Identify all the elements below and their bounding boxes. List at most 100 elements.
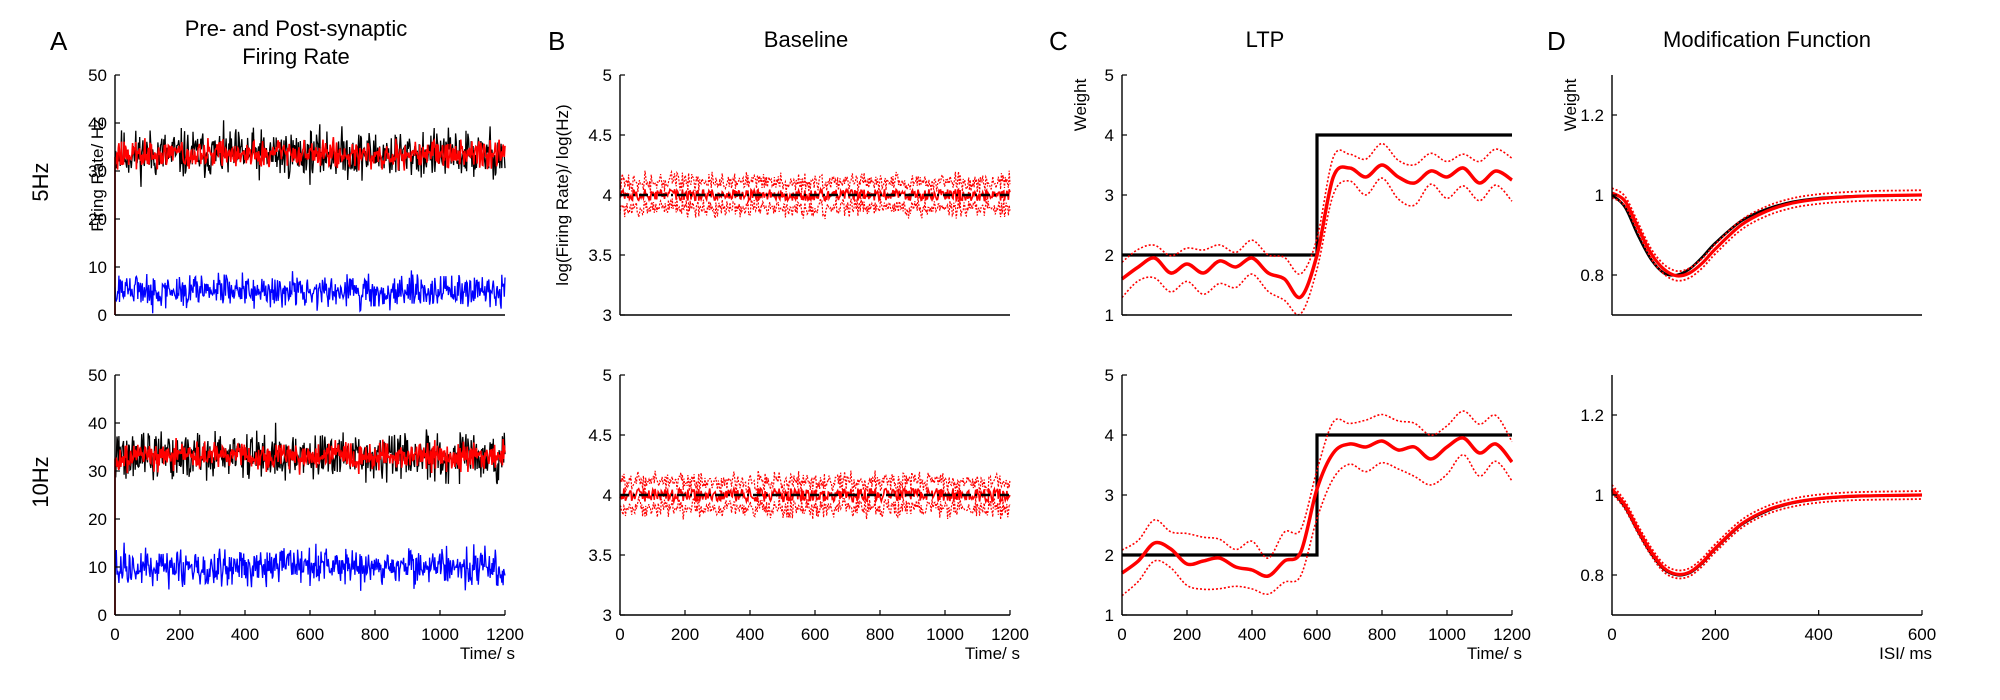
y-axis-label: log(Firing Rate)/ log(Hz) bbox=[553, 104, 572, 285]
panel-c-5hz: 1 2 3 4 5 Weight bbox=[1071, 66, 1513, 325]
y-tick-label: 1 bbox=[1595, 486, 1604, 505]
y-tick-label: 4 bbox=[603, 486, 612, 505]
panel-a-5hz: 0 10 20 30 40 50 Firing Rate/ Hz bbox=[88, 66, 506, 325]
panel-b-5hz: 3 3.5 4 4.5 5 log(Firing Rate)/ log(Hz) bbox=[553, 66, 1011, 325]
x-tick-label: 1200 bbox=[1493, 625, 1531, 644]
y-tick-label: 5 bbox=[1105, 66, 1114, 85]
y-tick-label: 1.2 bbox=[1580, 406, 1604, 425]
y-tick-label: 0 bbox=[98, 606, 107, 625]
x-tick-label: 1200 bbox=[991, 625, 1029, 644]
y-tick-label: 4 bbox=[1105, 126, 1114, 145]
y-tick-label: 20 bbox=[88, 210, 107, 229]
y-tick-label: 0.8 bbox=[1580, 566, 1604, 585]
series-mean-line bbox=[619, 186, 1011, 204]
y-tick-label: 1.2 bbox=[1580, 106, 1604, 125]
y-tick-label: 50 bbox=[88, 366, 107, 385]
panel-letter-a: A bbox=[50, 26, 68, 56]
series-lower-bound bbox=[619, 495, 1011, 520]
series-line-blue bbox=[114, 270, 506, 314]
series-upper-bound bbox=[1121, 410, 1513, 559]
y-axis-label: Firing Rate/ Hz bbox=[88, 118, 107, 231]
x-tick-label: 400 bbox=[1804, 625, 1832, 644]
y-tick-label: 4 bbox=[603, 186, 612, 205]
y-tick-label: 0.8 bbox=[1580, 266, 1604, 285]
y-tick-label: 3 bbox=[603, 606, 612, 625]
series-mean-line bbox=[1611, 487, 1923, 577]
y-tick-label: 40 bbox=[88, 114, 107, 133]
plot-area bbox=[1121, 410, 1513, 597]
series-mean-line bbox=[1121, 436, 1513, 578]
y-tick-label: 3 bbox=[603, 306, 612, 325]
series-line-blue bbox=[114, 542, 506, 591]
x-axis-label: Time/ s bbox=[1467, 644, 1522, 663]
y-tick-label: 30 bbox=[88, 462, 107, 481]
y-tick-label: 3 bbox=[1105, 186, 1114, 205]
y-tick-label: 3.5 bbox=[588, 246, 612, 265]
x-tick-label: 800 bbox=[866, 625, 894, 644]
x-tick-label: 400 bbox=[231, 625, 259, 644]
x-axis-label: Time/ s bbox=[460, 644, 515, 663]
plot-area bbox=[1121, 133, 1513, 316]
plot-area bbox=[1611, 484, 1923, 580]
x-tick-label: 0 bbox=[615, 625, 624, 644]
panel-title-b: Baseline bbox=[764, 27, 848, 52]
y-tick-label: 2 bbox=[1105, 246, 1114, 265]
series-line-red bbox=[114, 137, 506, 315]
series-line-red bbox=[114, 437, 506, 615]
row-label-10hz: 10Hz bbox=[28, 456, 53, 507]
series-upper-bound bbox=[619, 169, 1011, 194]
x-tick-label: 400 bbox=[736, 625, 764, 644]
x-tick-label: 600 bbox=[1303, 625, 1331, 644]
y-tick-label: 40 bbox=[88, 414, 107, 433]
series-upper-bound bbox=[1121, 142, 1513, 275]
y-tick-label: 30 bbox=[88, 162, 107, 181]
series-lower-bound bbox=[1611, 492, 1923, 580]
series-upper-bound bbox=[1611, 484, 1923, 572]
x-tick-label: 1000 bbox=[926, 625, 964, 644]
x-tick-label: 200 bbox=[166, 625, 194, 644]
x-tick-label: 800 bbox=[361, 625, 389, 644]
plot-area bbox=[114, 422, 506, 615]
panel-letter-b: B bbox=[548, 26, 565, 56]
x-tick-label: 600 bbox=[296, 625, 324, 644]
x-tick-label: 400 bbox=[1238, 625, 1266, 644]
panel-letter-c: C bbox=[1049, 26, 1068, 56]
y-tick-label: 10 bbox=[88, 258, 107, 277]
x-tick-label: 0 bbox=[110, 625, 119, 644]
target-weight-line bbox=[1122, 133, 1512, 257]
series-mean-line bbox=[1121, 163, 1513, 300]
x-tick-label: 800 bbox=[1368, 625, 1396, 644]
series-upper-bound bbox=[1611, 187, 1923, 273]
x-tick-label: 1000 bbox=[1428, 625, 1466, 644]
x-tick-label: 0 bbox=[1607, 625, 1616, 644]
y-axis-label: Weight bbox=[1071, 78, 1090, 131]
plot-area bbox=[619, 169, 1011, 220]
y-tick-label: 5 bbox=[603, 66, 612, 85]
x-tick-label: 0 bbox=[1117, 625, 1126, 644]
y-axis-label: Weight bbox=[1561, 78, 1580, 131]
y-tick-label: 1 bbox=[1595, 186, 1604, 205]
series-lower-bound bbox=[619, 196, 1011, 220]
y-tick-label: 5 bbox=[1105, 366, 1114, 385]
series-upper-bound bbox=[619, 470, 1011, 496]
x-tick-label: 200 bbox=[671, 625, 699, 644]
x-tick-label: 600 bbox=[1908, 625, 1936, 644]
y-tick-label: 1 bbox=[1105, 606, 1114, 625]
x-tick-label: 200 bbox=[1173, 625, 1201, 644]
x-tick-label: 1200 bbox=[486, 625, 524, 644]
y-tick-label: 1 bbox=[1105, 306, 1114, 325]
y-tick-label: 20 bbox=[88, 510, 107, 529]
panel-title-d: Modification Function bbox=[1663, 27, 1871, 52]
y-tick-label: 3.5 bbox=[588, 546, 612, 565]
y-tick-label: 50 bbox=[88, 66, 107, 85]
x-tick-label: 200 bbox=[1701, 625, 1729, 644]
series-lower-bound bbox=[1611, 196, 1923, 282]
series-lower-bound bbox=[1121, 454, 1513, 597]
y-tick-label: 4.5 bbox=[588, 426, 612, 445]
panel-title-a-line1: Pre- and Post-synaptic bbox=[185, 16, 408, 41]
